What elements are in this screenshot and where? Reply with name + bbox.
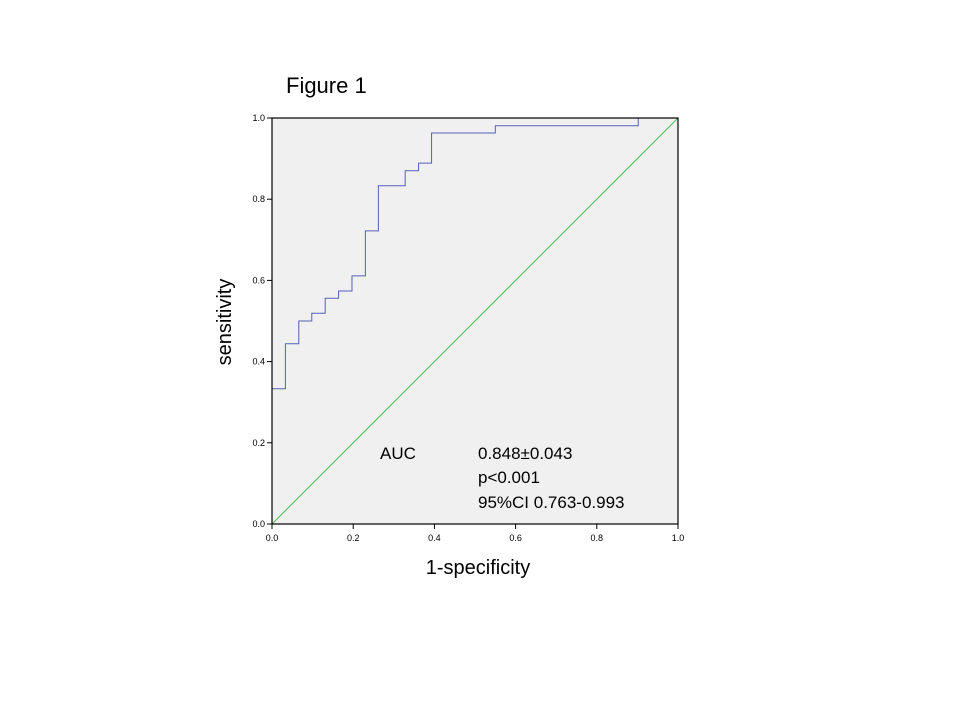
p-value: p<0.001 [478,468,540,487]
x-axis-label: 1-specificity [426,557,530,579]
y-tick-label: 0.0 [252,519,265,529]
x-tick-label: 0.4 [428,533,441,543]
x-tick-label: 0.8 [591,533,604,543]
x-tick-label: 0.0 [266,533,279,543]
y-tick-label: 0.2 [252,438,265,448]
y-tick-label: 0.8 [252,194,265,204]
y-tick-label: 0.4 [252,357,265,367]
auc-label: AUC [380,444,416,463]
roc-curve-line [271,117,678,524]
reference-diagonal-line [271,117,679,525]
figure-title: Figure 1 [286,73,367,98]
auc-value: 0.848±0.043 [478,444,572,463]
y-axis-label: sensitivity [214,279,236,366]
y-tick-label: 0.6 [252,275,265,285]
confidence-interval: 95%CI 0.763-0.993 [478,493,625,512]
x-tick-label: 0.6 [509,533,522,543]
x-tick-label: 1.0 [672,533,685,543]
plot-frame [271,117,679,525]
y-tick-label: 1.0 [252,113,265,123]
auc-annotation: AUC 0.848±0.043 p<0.001 95%CI 0.763-0.99… [380,444,625,512]
x-tick-label: 0.2 [347,533,360,543]
